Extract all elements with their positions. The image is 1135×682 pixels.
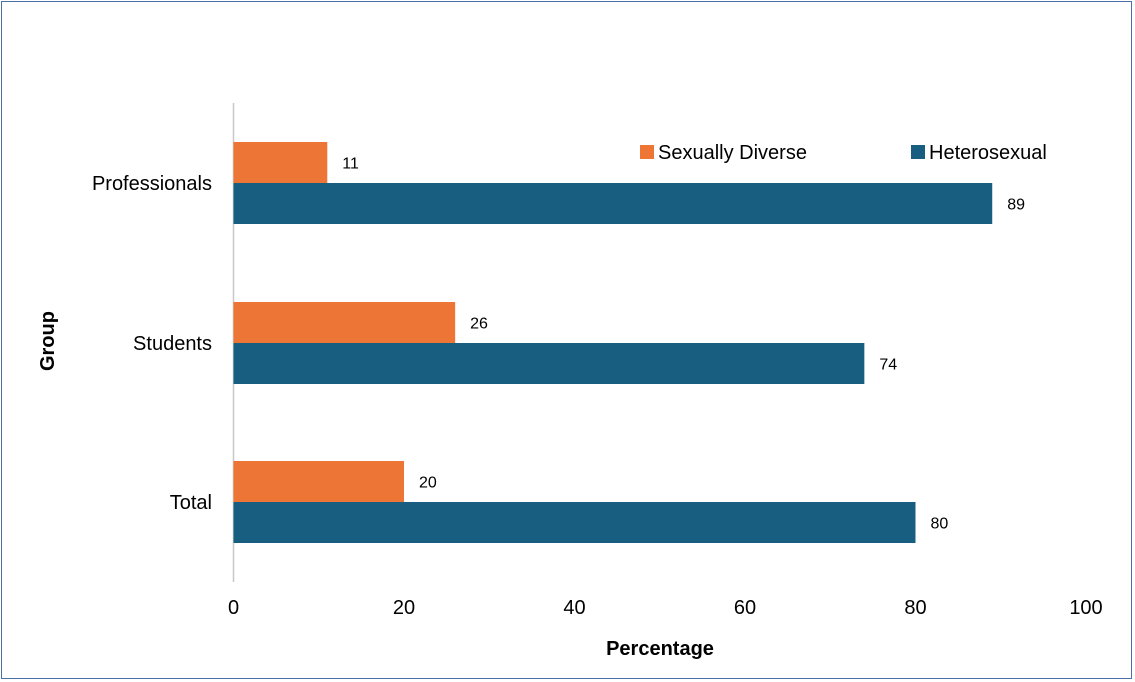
x-tick-label: 40: [563, 597, 585, 619]
category-label-students: Students: [133, 333, 212, 355]
x-tick-label: 60: [734, 597, 756, 619]
x-tick-label: 100: [1069, 597, 1102, 619]
x-axis-title: Percentage: [606, 638, 714, 660]
legend: Sexually Diverse Heterosexual: [640, 142, 1047, 164]
bar-sexually-diverse-students: [233, 302, 456, 343]
legend-swatch-sexually-diverse: [640, 145, 654, 159]
y-axis-title: Group: [37, 311, 59, 371]
bar-heterosexual-total: [233, 502, 916, 543]
data-labels-group: 11 89 26 74 20 80: [342, 156, 1025, 533]
data-label-heterosexual-professionals: 89: [1007, 197, 1025, 214]
x-tick-label: 0: [228, 597, 239, 619]
x-tick-label: 20: [393, 597, 415, 619]
x-tick-label: 80: [904, 597, 926, 619]
data-label-sexually-diverse-students: 26: [470, 316, 488, 333]
category-labels-group: Professionals Students Total: [92, 173, 212, 514]
data-label-heterosexual-total: 80: [931, 516, 949, 533]
bar-heterosexual-students: [233, 343, 865, 384]
x-tick-labels-group: 0 20 40 60 80 100: [228, 597, 1103, 619]
bar-sexually-diverse-total: [233, 461, 404, 502]
data-label-sexually-diverse-professionals: 11: [342, 156, 359, 173]
bar-heterosexual-professionals: [233, 183, 993, 224]
category-label-professionals: Professionals: [92, 173, 212, 195]
legend-swatch-heterosexual: [911, 145, 925, 159]
category-label-total: Total: [170, 492, 212, 514]
legend-label-sexually-diverse: Sexually Diverse: [658, 142, 807, 164]
data-label-sexually-diverse-total: 20: [419, 475, 437, 492]
bars-group: [233, 142, 993, 543]
data-label-heterosexual-students: 74: [879, 357, 897, 374]
bar-sexually-diverse-professionals: [233, 142, 328, 183]
legend-label-heterosexual: Heterosexual: [929, 142, 1047, 164]
